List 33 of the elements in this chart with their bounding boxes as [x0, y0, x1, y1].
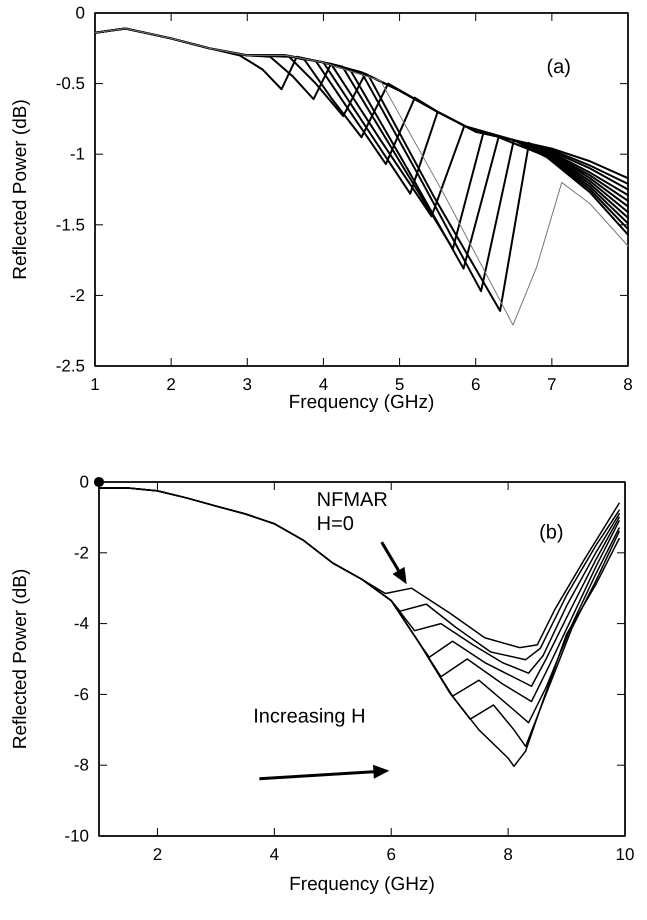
- y-tick-label: -6: [74, 684, 89, 704]
- y-tick-label: -8: [74, 756, 89, 775]
- x-tick-label: 2: [152, 845, 162, 864]
- x-tick-label: 10: [616, 845, 634, 864]
- x-tick-label: 6: [386, 845, 396, 864]
- y-tick-label: -2.5: [56, 356, 85, 376]
- x-tick-label: 8: [503, 845, 513, 864]
- y-axis-title: Reflected Power (dB): [10, 99, 31, 280]
- x-tick-label: 2: [166, 375, 176, 394]
- x-tick-label: 4: [318, 375, 328, 394]
- annotation: Increasing H: [253, 706, 366, 728]
- y-tick-label: -2: [70, 286, 85, 305]
- y-tick-label: -4: [74, 614, 89, 634]
- x-axis-title: Frequency (GHz): [288, 392, 434, 413]
- y-axis-title: Reflected Power (dB): [10, 568, 31, 750]
- annotation: NFMAR H=0: [316, 489, 388, 536]
- annotation: (a): [546, 56, 571, 78]
- y-tick-label: -1.5: [56, 215, 85, 234]
- y-tick-label: 0: [80, 472, 89, 492]
- x-tick-label: 7: [547, 375, 557, 394]
- x-tick-label: 6: [470, 375, 480, 394]
- y-tick-label: -2: [74, 543, 89, 562]
- x-tick-label: 5: [394, 375, 404, 394]
- y-tick-label: 0: [76, 3, 85, 22]
- x-tick-label: 4: [270, 845, 280, 864]
- y-tick-label: -10: [64, 826, 89, 846]
- x-axis-title: Frequency (GHz): [289, 874, 435, 895]
- x-tick-label: 8: [623, 375, 633, 394]
- x-tick-label: 1: [90, 375, 100, 394]
- y-tick-label: -1: [70, 144, 85, 164]
- x-tick-label: 3: [242, 375, 252, 394]
- y-tick-label: -0.5: [56, 74, 85, 94]
- annotation: (b): [539, 522, 564, 544]
